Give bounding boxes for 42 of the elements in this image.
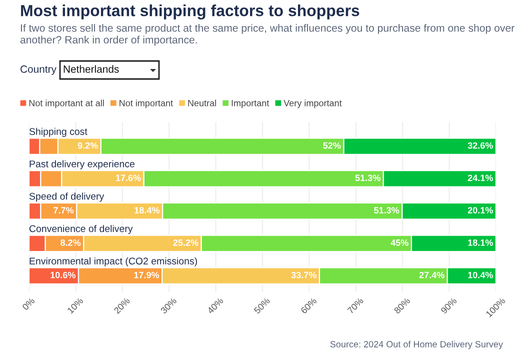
y-tick-label: Environmental impact (CO2 emissions) <box>30 257 197 266</box>
chart-subtitle: If two stores sell the same product at the same price, what influences you to purchase from one shop over another? Rank in order of importance. <box>20 24 514 46</box>
x-tick-label: 40% <box>206 297 224 314</box>
y-tick-label: Past delivery experience <box>30 160 134 170</box>
chart-title: Most important shipping factors to shoppers <box>21 4 360 20</box>
data-label: 17.9% <box>134 272 160 278</box>
text: Country <box>20 65 56 75</box>
legend-label: Very important <box>284 100 342 108</box>
y-tick-label: Convenience of delivery <box>29 224 133 234</box>
y-tick-label: Shipping cost <box>29 128 88 137</box>
data-label: 8.2% <box>60 239 81 246</box>
data-label: 17.6% <box>116 174 141 182</box>
data-label: 45% <box>390 239 408 246</box>
data-label: 9.2% <box>78 142 98 149</box>
data-label: 18.1% <box>468 239 493 246</box>
data-label: 52% <box>323 142 341 149</box>
y-tick-label: Speed of delivery <box>29 192 104 202</box>
data-label: 20.1% <box>468 207 493 214</box>
data-label: 24.1% <box>468 174 493 182</box>
text: Netherlands <box>64 65 119 73</box>
data-label: 10.4% <box>468 272 493 278</box>
source-note: Source: 2024 Out of Home Delivery Survey <box>330 340 503 350</box>
data-label: 33.7% <box>291 272 316 278</box>
data-label: 25.2% <box>173 239 198 246</box>
x-tick-label: 50% <box>254 297 270 314</box>
legend-label: Important <box>232 100 270 108</box>
data-label: 7.7% <box>54 207 74 214</box>
data-label: 27.4% <box>419 272 444 278</box>
legend-label: Neutral <box>188 100 216 106</box>
data-label: 32.6% <box>468 142 493 149</box>
legend-label: Not important <box>120 100 173 108</box>
data-label: 10.6% <box>50 272 76 278</box>
x-tick-label: 70% <box>347 297 364 314</box>
data-label: 18.4% <box>134 207 160 214</box>
legend-label: Not important at all <box>29 100 104 108</box>
x-tick-label: 0% <box>22 297 36 311</box>
data-label: 51.3% <box>355 174 380 182</box>
x-tick-label: 60% <box>300 297 318 314</box>
data-label: 51.3% <box>374 207 400 214</box>
x-tick-label: 30% <box>160 297 177 314</box>
x-tick-label: 90% <box>440 297 458 314</box>
x-tick-label: 80% <box>394 297 410 314</box>
